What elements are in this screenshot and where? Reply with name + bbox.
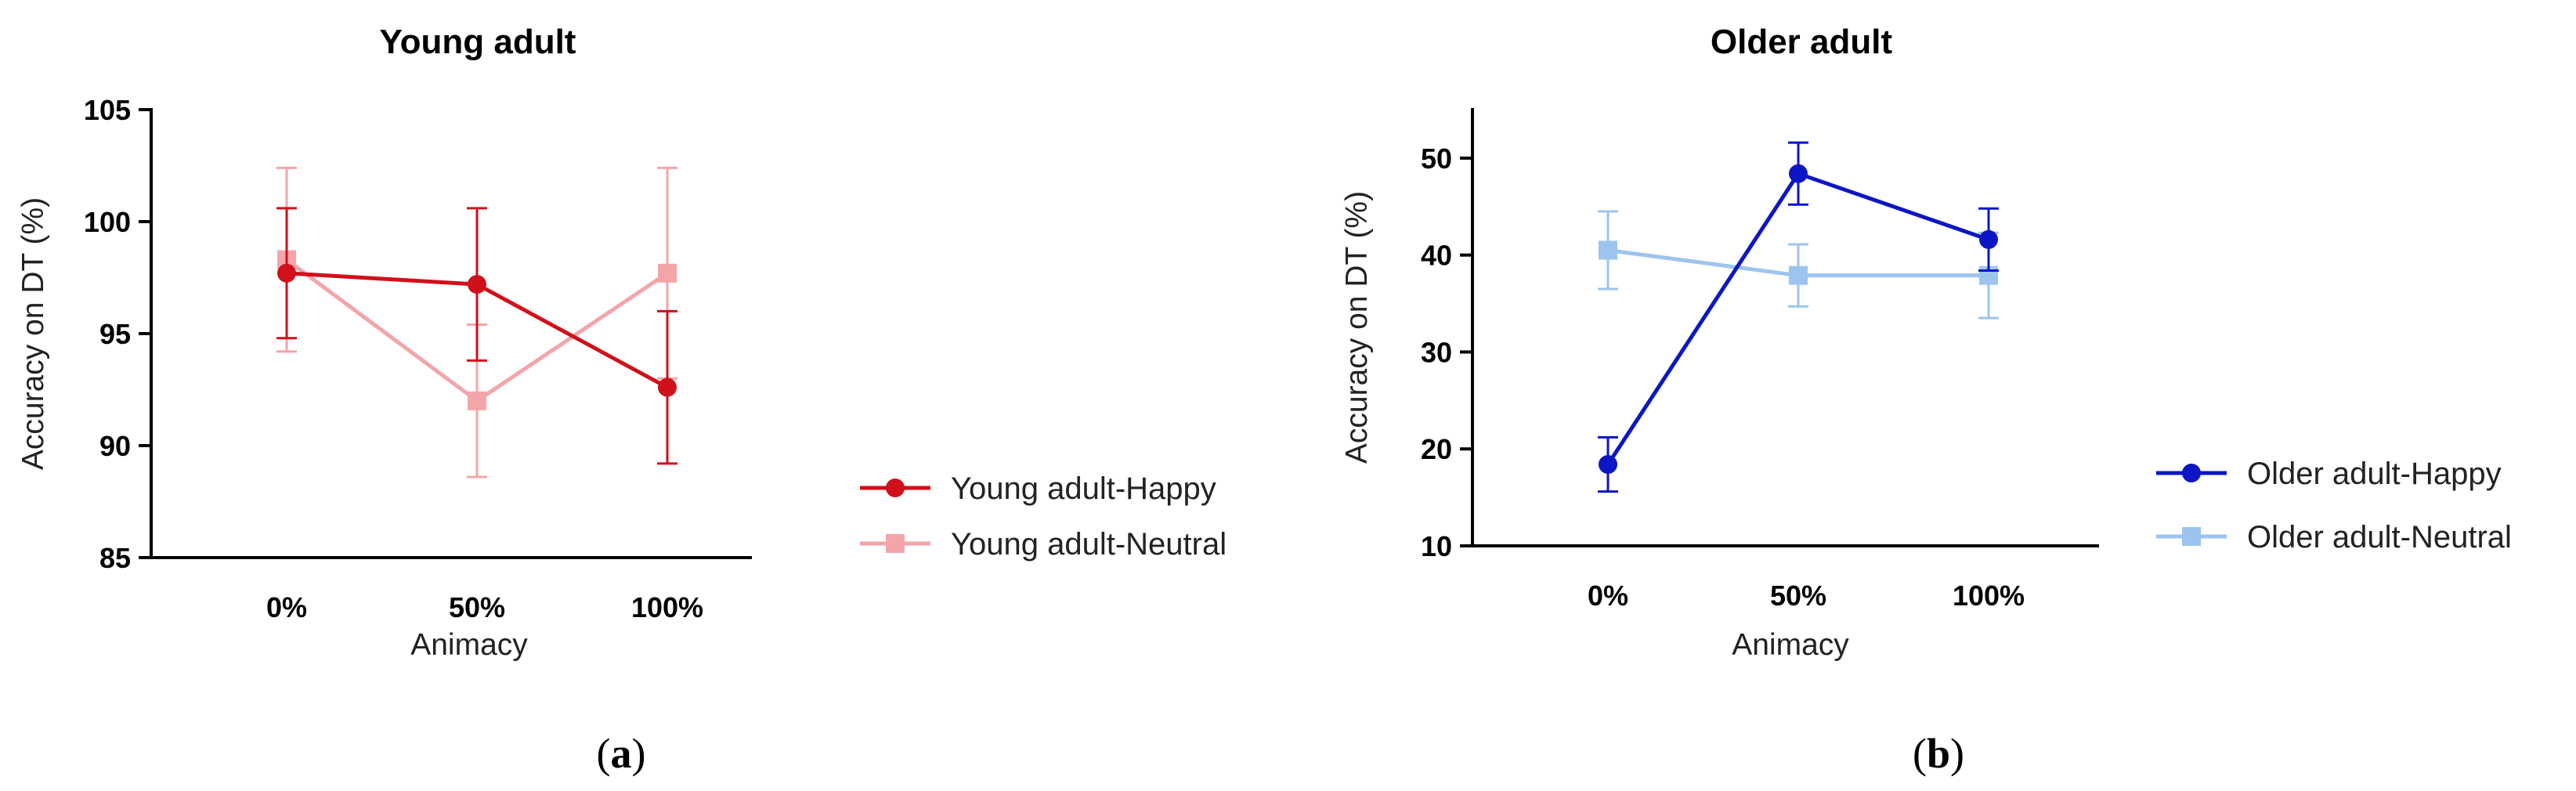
series-older-adult-happy: [1598, 141, 1999, 493]
legend-label: Young adult-Happy: [951, 471, 1216, 506]
y-axis-label: Accuracy on DT (%): [16, 197, 50, 470]
data-point-circle: [1979, 229, 1998, 249]
legend-item: Young adult-Happy: [860, 471, 1216, 506]
series-older-adult-neutral: [1598, 210, 1999, 320]
legend-item: Older adult-Neutral: [2156, 520, 2512, 554]
x-axis-label: Animacy: [410, 628, 528, 662]
chart-young-adult: Young adult 85 90 95 100 105 0% 50% 100% Accuracy…: [16, 23, 1227, 777]
legend-item: Young adult-Neutral: [860, 527, 1227, 562]
x-tick-label: 100%: [1953, 580, 2025, 612]
data-point-square: [658, 263, 677, 283]
y-tick-label: 40: [1421, 240, 1452, 272]
data-point-square: [468, 391, 486, 410]
series-line: [1606, 171, 1989, 466]
x-tick-label: 50%: [1770, 580, 1826, 612]
data-point-circle: [468, 275, 486, 294]
data-point-circle: [1599, 455, 1617, 475]
caption-letter: a: [611, 730, 632, 777]
x-tick-label: 50%: [449, 591, 505, 623]
panel-caption: (a): [597, 730, 646, 777]
y-tick-label: 20: [1421, 433, 1452, 465]
legend-marker-circle: [2182, 464, 2201, 482]
y-tick-label: 100: [84, 206, 131, 238]
y-tick-label: 10: [1421, 530, 1452, 562]
caption-open-paren: (: [597, 730, 611, 777]
legend-label: Young adult-Neutral: [951, 527, 1227, 562]
x-tick-label: 100%: [631, 591, 703, 623]
data-point-circle: [1789, 164, 1808, 183]
data-point-square: [1789, 265, 1808, 285]
x-tick-label: 0%: [1588, 580, 1628, 612]
legend-marker-square: [886, 534, 905, 553]
y-tick-label: 95: [99, 318, 131, 350]
legend-marker-square: [2182, 527, 2201, 546]
caption-close-paren: ): [1950, 730, 1964, 777]
legend-marker-circle: [886, 479, 905, 497]
y-tick-label: 30: [1421, 336, 1452, 368]
chart-title: Older adult: [1711, 23, 1893, 61]
legend-item: Older adult-Happy: [2156, 457, 2502, 491]
chart-title: Young adult: [380, 23, 576, 61]
caption-letter: b: [1927, 730, 1950, 777]
caption-open-paren: (: [1913, 730, 1927, 777]
data-point-circle: [277, 263, 296, 283]
y-axis-label: Accuracy on DT (%): [1340, 191, 1374, 464]
legend-label: Older adult-Happy: [2247, 457, 2502, 491]
caption-close-paren: ): [632, 730, 646, 777]
panel-caption: (b): [1913, 730, 1964, 777]
y-tick-label: 85: [99, 542, 131, 574]
y-tick-label: 105: [84, 94, 131, 126]
y-tick-label: 90: [99, 430, 131, 462]
series-young-adult-happy: [276, 207, 677, 465]
legend-label: Older adult-Neutral: [2247, 520, 2512, 554]
y-tick-label: 50: [1421, 143, 1452, 175]
data-point-square: [1599, 240, 1617, 260]
x-tick-label: 0%: [266, 591, 307, 623]
data-point-circle: [658, 377, 677, 397]
chart-older-adult: Older adult 10 20 30 40 50 0% 50% 100% Accuracy o…: [1340, 23, 2512, 777]
x-axis-label: Animacy: [1732, 628, 1849, 662]
